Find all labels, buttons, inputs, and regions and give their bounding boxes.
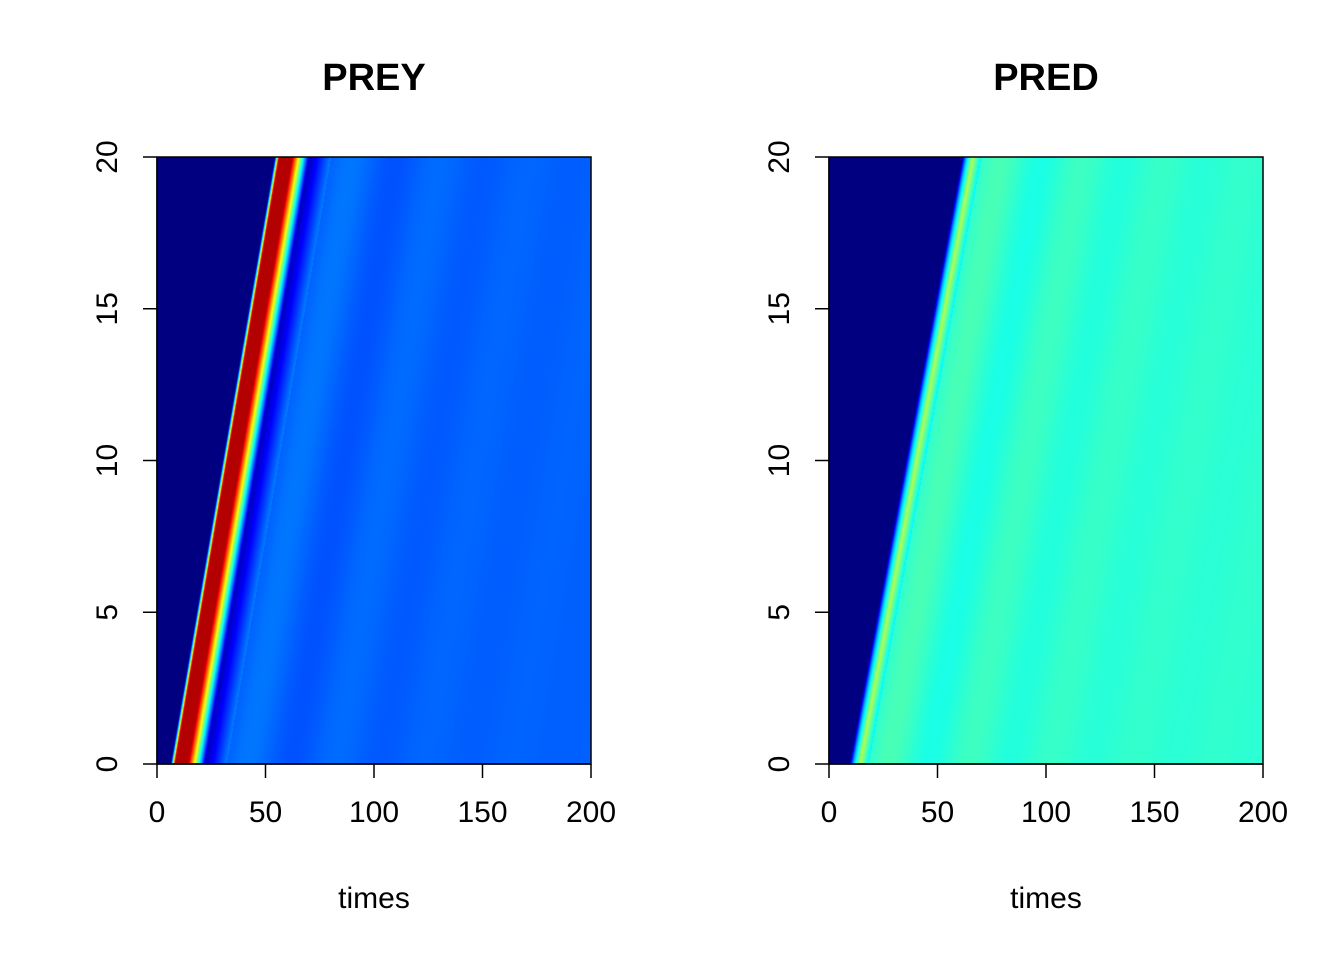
x-tick-label: 150 bbox=[457, 796, 507, 829]
x-tick-label: 150 bbox=[1129, 796, 1179, 829]
y-tick-label: 20 bbox=[91, 140, 124, 173]
x-tick-label: 100 bbox=[1021, 796, 1071, 829]
y-tick-label: 10 bbox=[763, 444, 796, 477]
x-tick-label: 100 bbox=[349, 796, 399, 829]
y-tick-label: 5 bbox=[763, 604, 796, 621]
x-tick-label: 50 bbox=[921, 796, 954, 829]
y-tick-label: 5 bbox=[91, 604, 124, 621]
heatmap-raster bbox=[829, 157, 1263, 764]
pred-panel: PRED 0 50 100 150 200 0 5 10 15 20 times bbox=[763, 57, 1288, 915]
x-tick-label: 50 bbox=[249, 796, 282, 829]
heatmap-raster bbox=[157, 157, 591, 764]
chart-title: PRED bbox=[993, 57, 1099, 99]
x-tick-label: 200 bbox=[566, 796, 616, 829]
y-tick-label: 15 bbox=[763, 292, 796, 325]
y-tick-label: 0 bbox=[763, 756, 796, 773]
x-tick-label: 200 bbox=[1238, 796, 1288, 829]
chart-title: PREY bbox=[322, 57, 425, 99]
y-tick-label: 15 bbox=[91, 292, 124, 325]
x-axis-label: times bbox=[1010, 882, 1082, 915]
y-tick-label: 20 bbox=[763, 140, 796, 173]
x-axis-label: times bbox=[338, 882, 410, 915]
x-tick-label: 0 bbox=[821, 796, 838, 829]
y-tick-label: 0 bbox=[91, 756, 124, 773]
prey-panel: PREY 0 50 100 150 200 0 5 10 15 20 times bbox=[91, 57, 616, 915]
x-tick-label: 0 bbox=[149, 796, 166, 829]
y-tick-label: 10 bbox=[91, 444, 124, 477]
